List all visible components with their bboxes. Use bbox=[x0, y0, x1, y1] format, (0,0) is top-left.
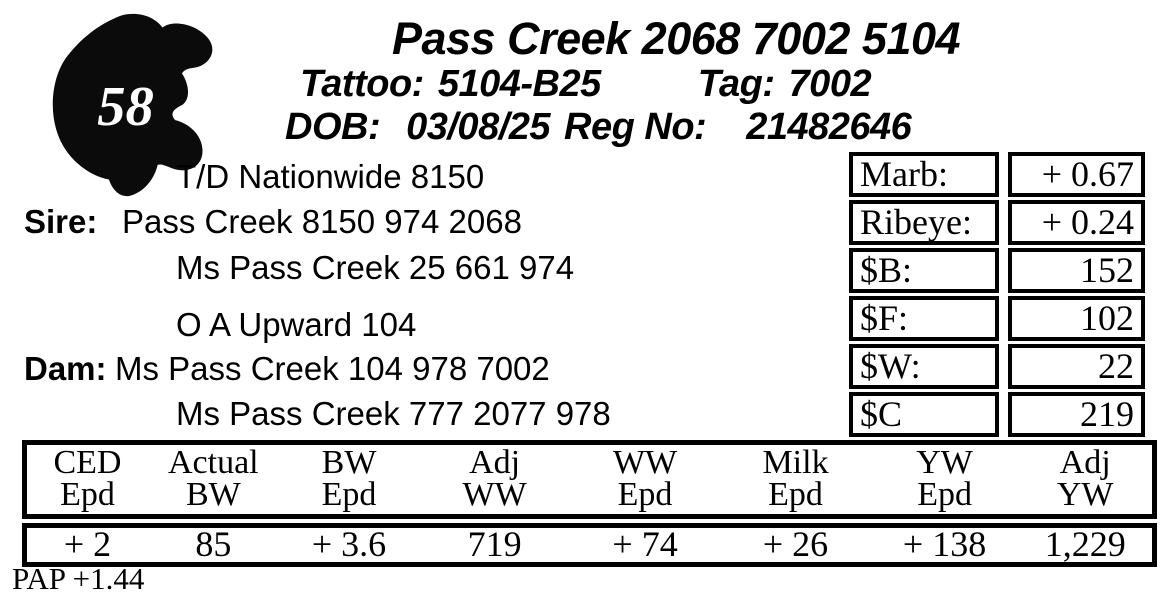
epd-column-header: Actual BW bbox=[168, 444, 259, 513]
epd-table: CED Epd Actual BW BW Epd Adj WW WW Epd Milk Ep… bbox=[22, 440, 1157, 567]
epd-value: + 3.6 bbox=[311, 524, 387, 564]
epd-value: + 74 bbox=[612, 524, 678, 564]
pap-footnote: PAP +1.44 bbox=[12, 561, 145, 596]
dam-label: Dam: bbox=[24, 350, 107, 387]
sire-row: Sire: Pass Creek 8150 974 2068 bbox=[24, 203, 522, 241]
dob-reg-line: DOB: 03/08/25 Reg No: 21482646 bbox=[285, 106, 912, 149]
dam-grandsire: O A Upward 104 bbox=[176, 306, 417, 343]
epd-column-header: Adj WW bbox=[462, 444, 527, 513]
epd-column-header: Milk Epd bbox=[762, 444, 829, 513]
tattoo-tag-line: Tattoo: 5104-B25 Tag: 7002 bbox=[300, 63, 872, 106]
tattoo-value: 5104-B25 bbox=[437, 63, 601, 105]
dob-value: 03/08/25 bbox=[406, 106, 551, 148]
stat-label: Ribeye: bbox=[849, 200, 999, 245]
stat-label: $W: bbox=[849, 344, 999, 389]
epd-value: + 2 bbox=[63, 524, 112, 564]
epd-value: 719 bbox=[467, 524, 522, 564]
sire-name: Pass Creek 8150 974 2068 bbox=[122, 203, 522, 240]
tag-value: 7002 bbox=[788, 63, 872, 105]
stat-value: 152 bbox=[1008, 248, 1145, 293]
stat-value: 102 bbox=[1008, 296, 1145, 341]
epd-column-header: YW Epd bbox=[916, 444, 973, 513]
sire-label: Sire: bbox=[24, 203, 98, 240]
dam-granddam: Ms Pass Creek 777 2077 978 bbox=[176, 395, 611, 432]
stat-value: + 0.24 bbox=[1008, 200, 1145, 245]
dam-row: Dam: Ms Pass Creek 104 978 7002 bbox=[24, 350, 550, 388]
reg-value: 21482646 bbox=[746, 106, 912, 148]
stat-label: $B: bbox=[849, 248, 999, 293]
dob-label: DOB: bbox=[285, 106, 381, 148]
stat-label: $C bbox=[849, 392, 999, 437]
cow-head-silhouette-icon: 58 bbox=[52, 13, 213, 197]
animal-name-title: Pass Creek 2068 7002 5104 bbox=[391, 13, 961, 64]
epd-column-header: Adj YW bbox=[1056, 444, 1114, 513]
epd-value: 1,229 bbox=[1044, 524, 1126, 564]
stat-label: Marb: bbox=[849, 152, 999, 197]
dam-name: Ms Pass Creek 104 978 7002 bbox=[115, 350, 550, 387]
sire-granddam: Ms Pass Creek 25 661 974 bbox=[176, 249, 575, 286]
sire-grandsire: T/D Nationwide 8150 bbox=[176, 158, 485, 195]
epd-value: + 138 bbox=[902, 524, 987, 564]
tag-label: Tag: bbox=[697, 63, 775, 105]
tattoo-label: Tattoo: bbox=[300, 63, 424, 105]
epd-value-row: + 2 85 + 3.6 719 + 74 + 26 + 138 1,229 bbox=[22, 523, 1157, 567]
epd-column-header: BW Epd bbox=[321, 444, 377, 513]
epd-column-header: WW Epd bbox=[612, 444, 678, 513]
lot-number: 58 bbox=[97, 76, 154, 138]
stat-label: $F: bbox=[849, 296, 999, 341]
reg-label: Reg No: bbox=[564, 106, 707, 148]
epd-column-header: CED Epd bbox=[53, 444, 122, 513]
stat-value: + 0.67 bbox=[1008, 152, 1145, 197]
stat-value: 22 bbox=[1008, 344, 1145, 389]
stat-value: 219 bbox=[1008, 392, 1145, 437]
epd-header-row: CED Epd Actual BW BW Epd Adj WW WW Epd Milk Ep… bbox=[22, 440, 1157, 519]
epd-value: 85 bbox=[195, 524, 232, 564]
dollar-value-table: Marb: + 0.67 Ribeye: + 0.24 $B: 152 $F: … bbox=[849, 152, 1145, 437]
epd-value: + 26 bbox=[762, 524, 829, 564]
